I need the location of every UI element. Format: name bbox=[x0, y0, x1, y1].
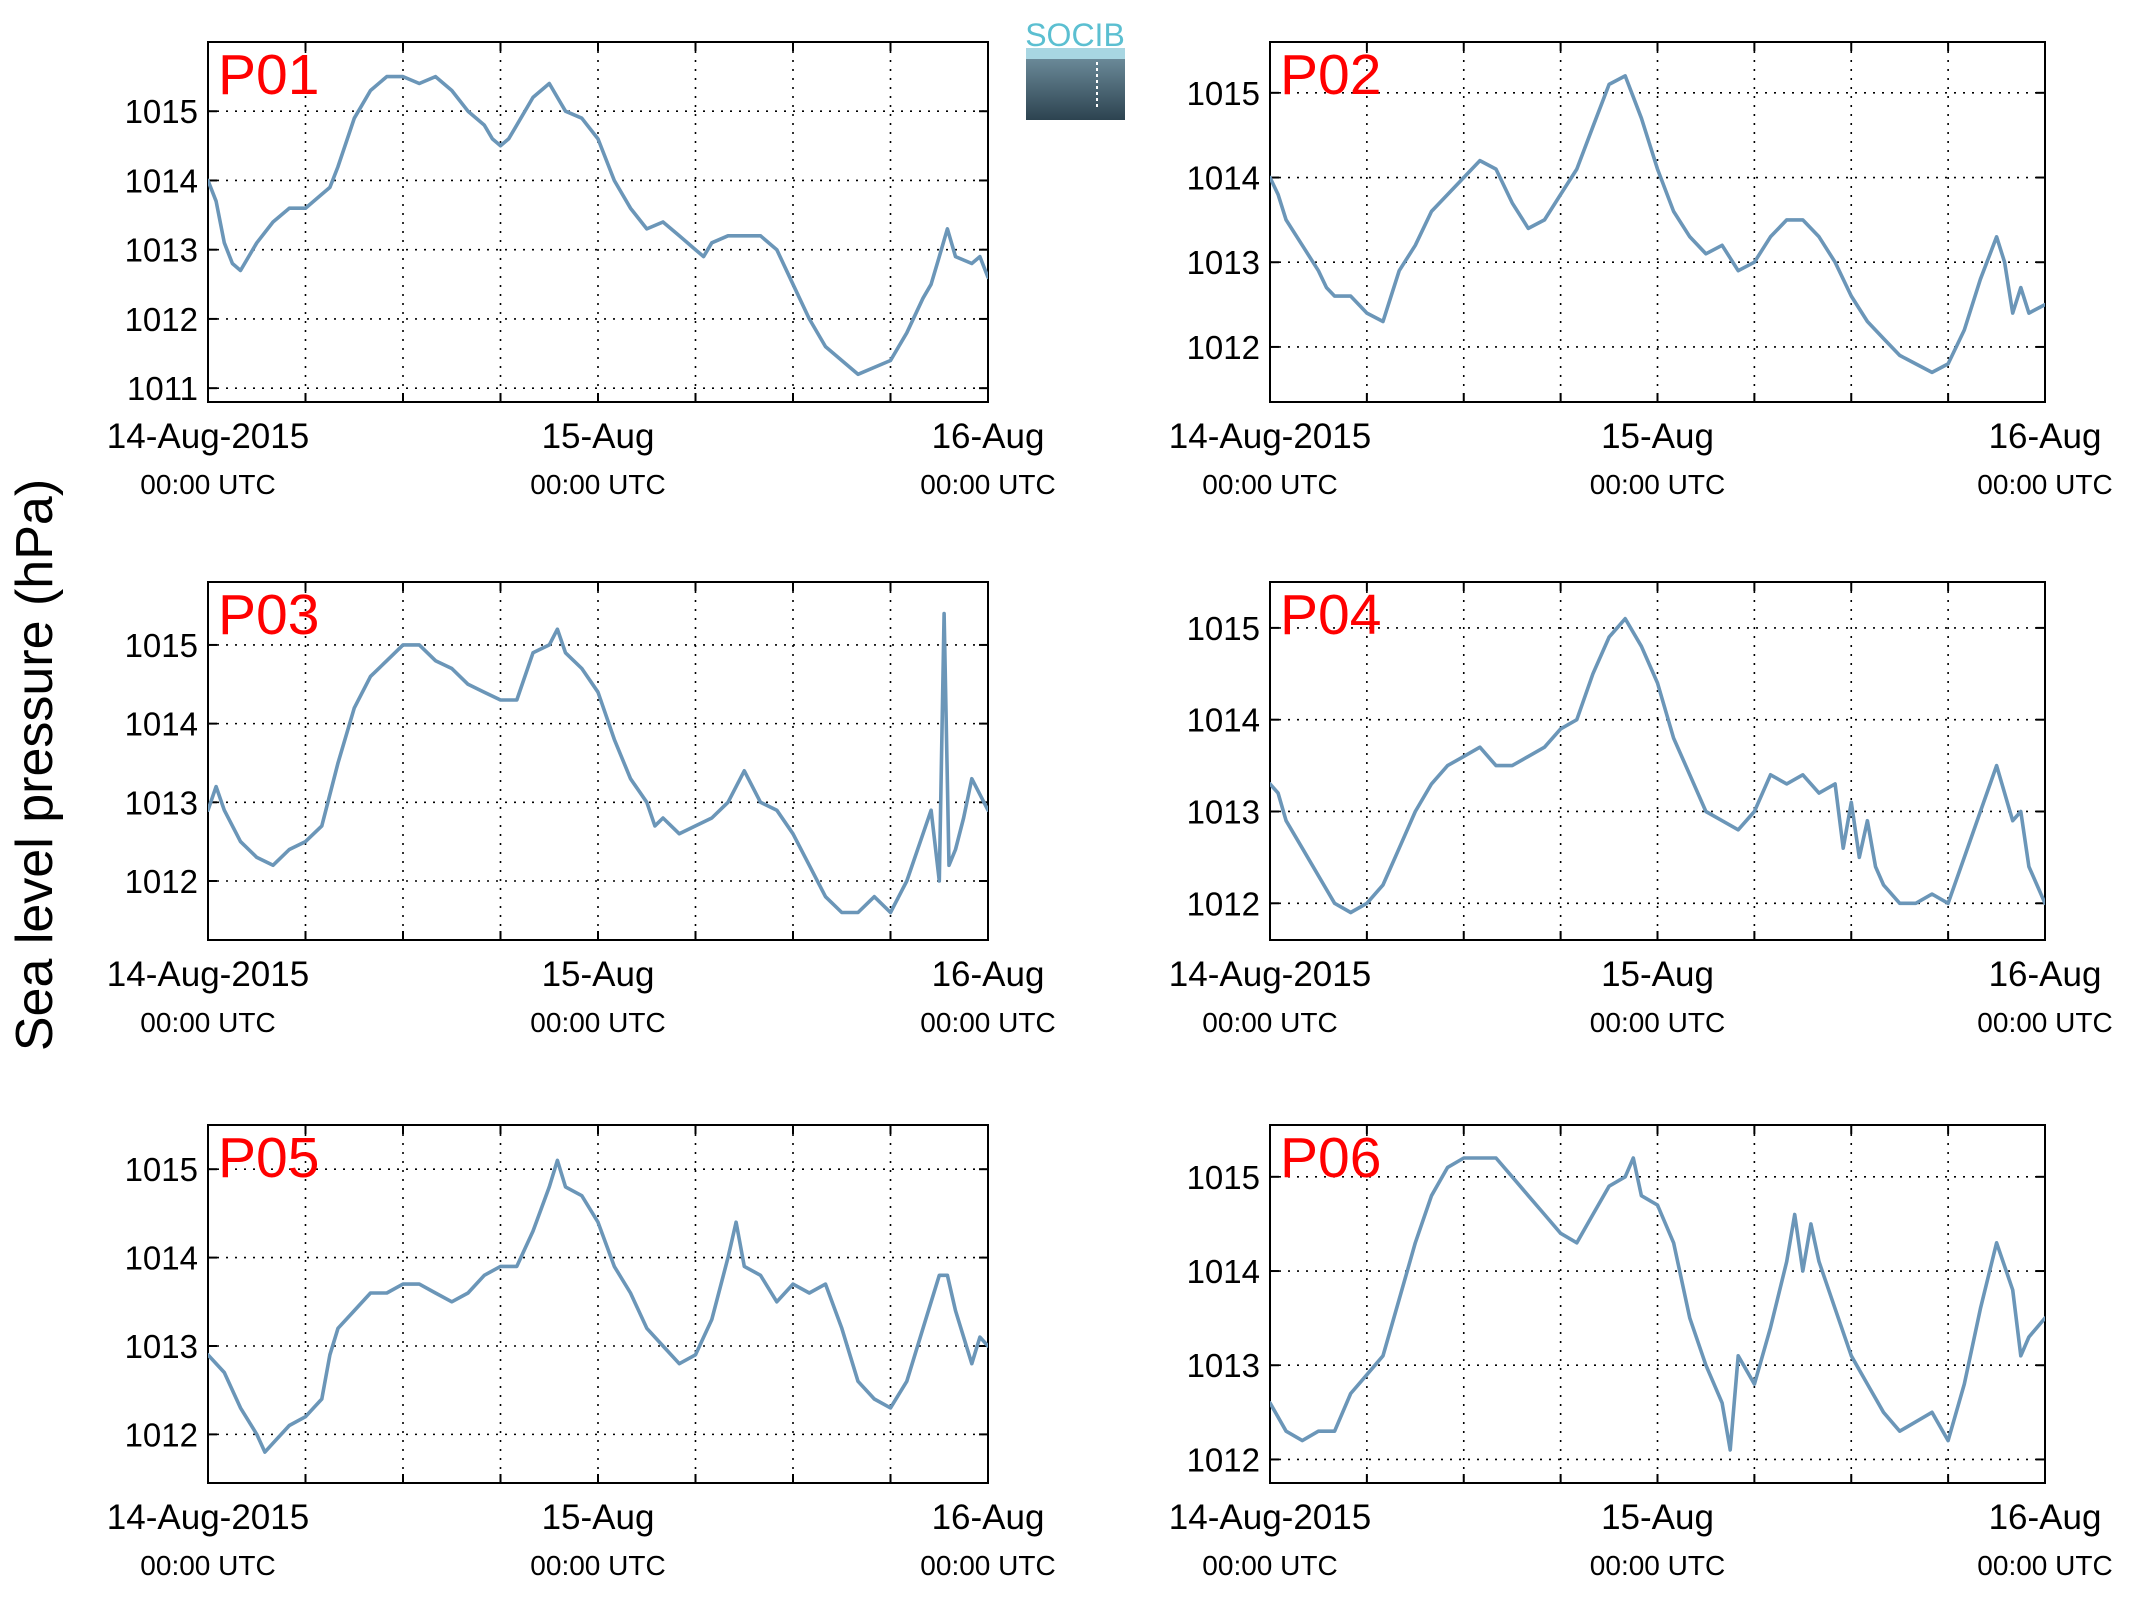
y-axis-label: Sea level pressure (hPa) bbox=[6, 479, 64, 1051]
x-tick-label: 16-Aug bbox=[932, 1498, 1045, 1537]
x-tick-sublabel: 00:00 UTC bbox=[140, 1007, 275, 1038]
y-tick-label: 1013 bbox=[125, 232, 198, 269]
logo-band bbox=[1026, 48, 1125, 59]
x-tick-label: 16-Aug bbox=[1989, 955, 2102, 994]
pressure-series-line bbox=[1270, 1156, 2045, 1452]
y-tick-label: 1015 bbox=[125, 627, 198, 664]
x-tick-sublabel: 00:00 UTC bbox=[1202, 1550, 1337, 1581]
y-tick-label: 1012 bbox=[1187, 329, 1260, 366]
plot-frame bbox=[1269, 1124, 2046, 1484]
y-tick-label: 1014 bbox=[1187, 702, 1260, 739]
x-tick-sublabel: 00:00 UTC bbox=[920, 1550, 1055, 1581]
x-tick-label: 14-Aug-2015 bbox=[1169, 417, 1371, 456]
x-tick-label: 15-Aug bbox=[542, 1498, 655, 1537]
panel-label: P06 bbox=[1280, 1126, 1381, 1190]
y-tick-label: 1015 bbox=[1187, 610, 1260, 647]
x-tick-sublabel: 00:00 UTC bbox=[1977, 1007, 2112, 1038]
y-tick-label: 1015 bbox=[1187, 75, 1260, 112]
x-tick-label: 15-Aug bbox=[542, 417, 655, 456]
x-tick-label: 15-Aug bbox=[1601, 955, 1714, 994]
y-tick-label: 1012 bbox=[1187, 1441, 1260, 1478]
x-tick-label: 16-Aug bbox=[932, 417, 1045, 456]
plot-frame bbox=[207, 1124, 989, 1484]
y-tick-label: 1014 bbox=[1187, 160, 1260, 197]
x-tick-sublabel: 00:00 UTC bbox=[1590, 469, 1725, 500]
y-tick-label: 1014 bbox=[125, 706, 198, 743]
y-tick-label: 1013 bbox=[1187, 1347, 1260, 1384]
x-tick-sublabel: 00:00 UTC bbox=[140, 1550, 275, 1581]
x-tick-sublabel: 00:00 UTC bbox=[1977, 469, 2112, 500]
y-tick-label: 1013 bbox=[125, 784, 198, 821]
x-tick-label: 16-Aug bbox=[932, 955, 1045, 994]
pressure-series-line bbox=[208, 611, 988, 915]
panel-label: P02 bbox=[1280, 43, 1381, 107]
plot-frame bbox=[207, 581, 989, 941]
y-tick-label: 1012 bbox=[125, 1416, 198, 1453]
y-tick-label: 1012 bbox=[125, 863, 198, 900]
y-tick-label: 1014 bbox=[125, 1240, 198, 1277]
x-tick-sublabel: 00:00 UTC bbox=[1202, 1007, 1337, 1038]
pressure-series-line bbox=[208, 1158, 988, 1454]
x-tick-sublabel: 00:00 UTC bbox=[530, 469, 665, 500]
socib-logo: SOCIB bbox=[1025, 17, 1125, 120]
panel-p04: 1012 1013 1014 1015 14-Aug-2015 00:00 UTC 15-A… bbox=[1169, 581, 2113, 1038]
x-tick-label: 14-Aug-2015 bbox=[107, 955, 309, 994]
x-tick-sublabel: 00:00 UTC bbox=[1202, 469, 1337, 500]
panel-label: P03 bbox=[218, 583, 319, 647]
y-tick-label: 1013 bbox=[1187, 244, 1260, 281]
x-tick-sublabel: 00:00 UTC bbox=[1977, 1550, 2112, 1581]
x-tick-sublabel: 00:00 UTC bbox=[530, 1550, 665, 1581]
x-tick-sublabel: 00:00 UTC bbox=[920, 469, 1055, 500]
panel-label: P05 bbox=[218, 1126, 319, 1190]
y-tick-label: 1015 bbox=[125, 93, 198, 130]
x-tick-label: 15-Aug bbox=[1601, 1498, 1714, 1537]
plot-frame bbox=[1269, 581, 2046, 941]
x-tick-label: 14-Aug-2015 bbox=[107, 417, 309, 456]
panel-p01: 1011 1012 1013 1014 1015 14-Aug-2015 00:00 UTC… bbox=[107, 41, 1056, 500]
y-tick-label: 1011 bbox=[127, 370, 198, 407]
x-tick-label: 16-Aug bbox=[1989, 1498, 2102, 1537]
panel-p03: 1012 1013 1014 1015 14-Aug-2015 00:00 UTC 15-A… bbox=[107, 581, 1056, 1038]
panel-label: P04 bbox=[1280, 583, 1381, 647]
y-tick-label: 1014 bbox=[125, 162, 198, 199]
x-tick-label: 15-Aug bbox=[1601, 417, 1714, 456]
y-tick-label: 1015 bbox=[1187, 1159, 1260, 1196]
y-tick-label: 1015 bbox=[125, 1151, 198, 1188]
y-tick-label: 1014 bbox=[1187, 1253, 1260, 1290]
x-tick-label: 14-Aug-2015 bbox=[107, 1498, 309, 1537]
panels: 1011 1012 1013 1014 1015 14-Aug-2015 00:00 UTC… bbox=[107, 41, 2113, 1581]
x-tick-sublabel: 00:00 UTC bbox=[1590, 1550, 1725, 1581]
panel-p05: 1012 1013 1014 1015 14-Aug-2015 00:00 UTC 15-A… bbox=[107, 1124, 1056, 1581]
logo-block bbox=[1026, 55, 1125, 120]
panel-label: P01 bbox=[218, 43, 319, 107]
x-tick-sublabel: 00:00 UTC bbox=[530, 1007, 665, 1038]
x-tick-sublabel: 00:00 UTC bbox=[1590, 1007, 1725, 1038]
x-tick-label: 15-Aug bbox=[542, 955, 655, 994]
logo-text: SOCIB bbox=[1025, 17, 1125, 53]
x-tick-label: 14-Aug-2015 bbox=[1169, 955, 1371, 994]
x-tick-label: 14-Aug-2015 bbox=[1169, 1498, 1371, 1537]
y-tick-label: 1012 bbox=[125, 301, 198, 338]
y-tick-label: 1013 bbox=[1187, 793, 1260, 830]
pressure-series-line bbox=[1270, 74, 2045, 375]
y-tick-label: 1013 bbox=[125, 1328, 198, 1365]
panel-p06: 1012 1013 1014 1015 14-Aug-2015 00:00 UTC 15-A… bbox=[1169, 1124, 2113, 1581]
panel-p02: 1012 1013 1014 1015 14-Aug-2015 00:00 UTC 15-A… bbox=[1169, 41, 2113, 500]
pressure-series-line bbox=[1270, 616, 2045, 915]
pressure-series-line bbox=[208, 74, 988, 377]
x-tick-sublabel: 00:00 UTC bbox=[140, 469, 275, 500]
x-tick-sublabel: 00:00 UTC bbox=[920, 1007, 1055, 1038]
x-tick-label: 16-Aug bbox=[1989, 417, 2102, 456]
y-tick-label: 1012 bbox=[1187, 885, 1260, 922]
